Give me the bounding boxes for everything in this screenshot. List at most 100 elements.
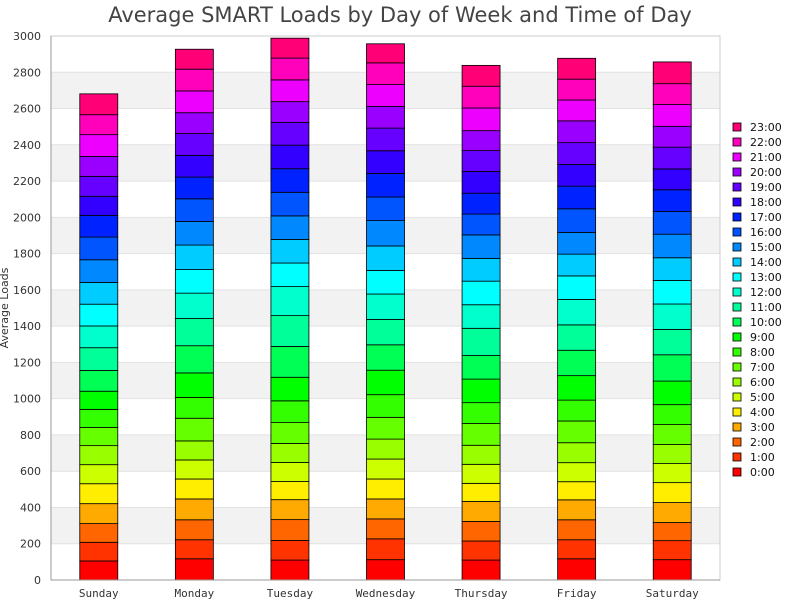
bar-segment	[652, 424, 692, 445]
bar-segment	[174, 269, 214, 294]
bar-segment	[366, 538, 405, 561]
chart-title: Average SMART Loads by Day of Week and T…	[108, 3, 692, 27]
bar-segment	[461, 280, 501, 306]
legend-swatch	[732, 332, 742, 342]
bar-segment	[366, 458, 405, 480]
legend-label: 23:00	[750, 121, 782, 134]
bar-segment	[366, 369, 405, 396]
bar-segment	[557, 208, 597, 233]
bar-segment	[79, 156, 119, 177]
bar-segment	[557, 499, 597, 521]
bar-segment	[270, 168, 310, 193]
bar-segment	[652, 444, 692, 464]
bar-segment	[652, 280, 692, 305]
bar-segment	[652, 83, 692, 105]
legend-label: 0:00	[750, 466, 775, 479]
bar-segment	[461, 402, 501, 424]
bar-segment	[461, 85, 501, 109]
bar-segment	[174, 112, 214, 134]
bar-segment	[174, 90, 214, 114]
bar-segment	[79, 303, 119, 327]
bar-segment	[652, 328, 692, 356]
bar-segment	[270, 37, 310, 59]
legend-swatch	[732, 272, 742, 282]
legend: 23:00 22:00 21:00 20:00 19:00 18:00 17:00 16:00…	[732, 121, 782, 479]
bar-segment	[366, 245, 405, 271]
bar-segment	[174, 154, 214, 178]
legend-label: 20:00	[750, 166, 782, 179]
bar-segment	[174, 221, 214, 246]
legend-swatch	[732, 152, 742, 162]
y-tick-label: 2000	[13, 211, 41, 224]
bar-segment	[652, 404, 692, 425]
legend-label: 19:00	[750, 181, 782, 194]
legend-label: 14:00	[750, 256, 782, 269]
bar-segment	[557, 57, 597, 80]
bar-segment	[366, 196, 405, 221]
bar-segment	[557, 120, 597, 144]
bar-segment	[174, 558, 214, 581]
bar-segment	[174, 519, 214, 541]
bar-segment	[79, 523, 119, 543]
y-tick-label: 2800	[13, 66, 41, 79]
y-tick-labels: 0 200 400 600 800 1000 1200 1400 1600 1800 2000 220…	[13, 30, 41, 587]
y-tick-label: 600	[20, 465, 41, 478]
y-tick-label: 200	[20, 538, 41, 551]
legend-label: 16:00	[750, 226, 782, 239]
x-tick-label: Thursday	[455, 587, 508, 600]
bar-segment	[174, 318, 214, 347]
bar-segment	[652, 189, 692, 212]
bar-segment	[557, 420, 597, 444]
bar-segment	[652, 146, 692, 170]
bar-segment	[79, 464, 119, 485]
bar-segment	[79, 114, 119, 136]
bar-segment	[174, 417, 214, 442]
bar-segment	[652, 303, 692, 330]
bar-segment	[557, 442, 597, 464]
bar-segment	[270, 122, 310, 146]
bar-segment	[79, 408, 119, 428]
bar-segment	[557, 375, 597, 401]
bar-segment	[79, 175, 119, 197]
legend-swatch	[732, 197, 742, 207]
bar-segment	[461, 192, 501, 215]
bar-segment	[79, 93, 119, 116]
bar-segment	[557, 253, 597, 277]
legend-swatch	[732, 467, 742, 477]
bar-segment	[174, 440, 214, 461]
bar-segment	[270, 422, 310, 444]
bar-segment	[79, 560, 119, 581]
legend-swatch	[732, 137, 742, 147]
legend-swatch	[732, 437, 742, 447]
bar-segment	[557, 558, 597, 581]
bar-segment	[174, 396, 214, 419]
bar-segment	[174, 198, 214, 222]
bar-segment	[652, 233, 692, 259]
bar-segment	[366, 84, 405, 107]
legend-swatch	[732, 377, 742, 387]
bar-segment	[79, 325, 119, 349]
y-tick-label: 1600	[13, 284, 41, 297]
legend-label: 18:00	[750, 196, 782, 209]
legend-label: 17:00	[750, 211, 782, 224]
bar-segment	[270, 559, 310, 581]
bar-segment	[270, 57, 310, 81]
bar-segment	[79, 445, 119, 466]
bar-segment	[557, 275, 597, 300]
axes	[50, 35, 721, 581]
bar-segment	[366, 394, 405, 418]
bar-segment	[557, 99, 597, 122]
bar-segment	[461, 444, 501, 465]
bar-segment	[174, 48, 214, 70]
legend-label: 5:00	[750, 391, 775, 404]
bar-segment	[557, 185, 597, 210]
bar-segment	[461, 171, 501, 194]
bar-segment	[461, 304, 501, 329]
bar-segment	[557, 78, 597, 101]
legend-label: 8:00	[750, 346, 775, 359]
bar-segment	[652, 463, 692, 484]
bar-segment	[270, 376, 310, 402]
bar-segment	[174, 244, 214, 270]
x-tick-labels: Sunday Monday Tuesday Wednesday Thursday Frid…	[79, 587, 699, 600]
bar-segment	[461, 378, 501, 404]
